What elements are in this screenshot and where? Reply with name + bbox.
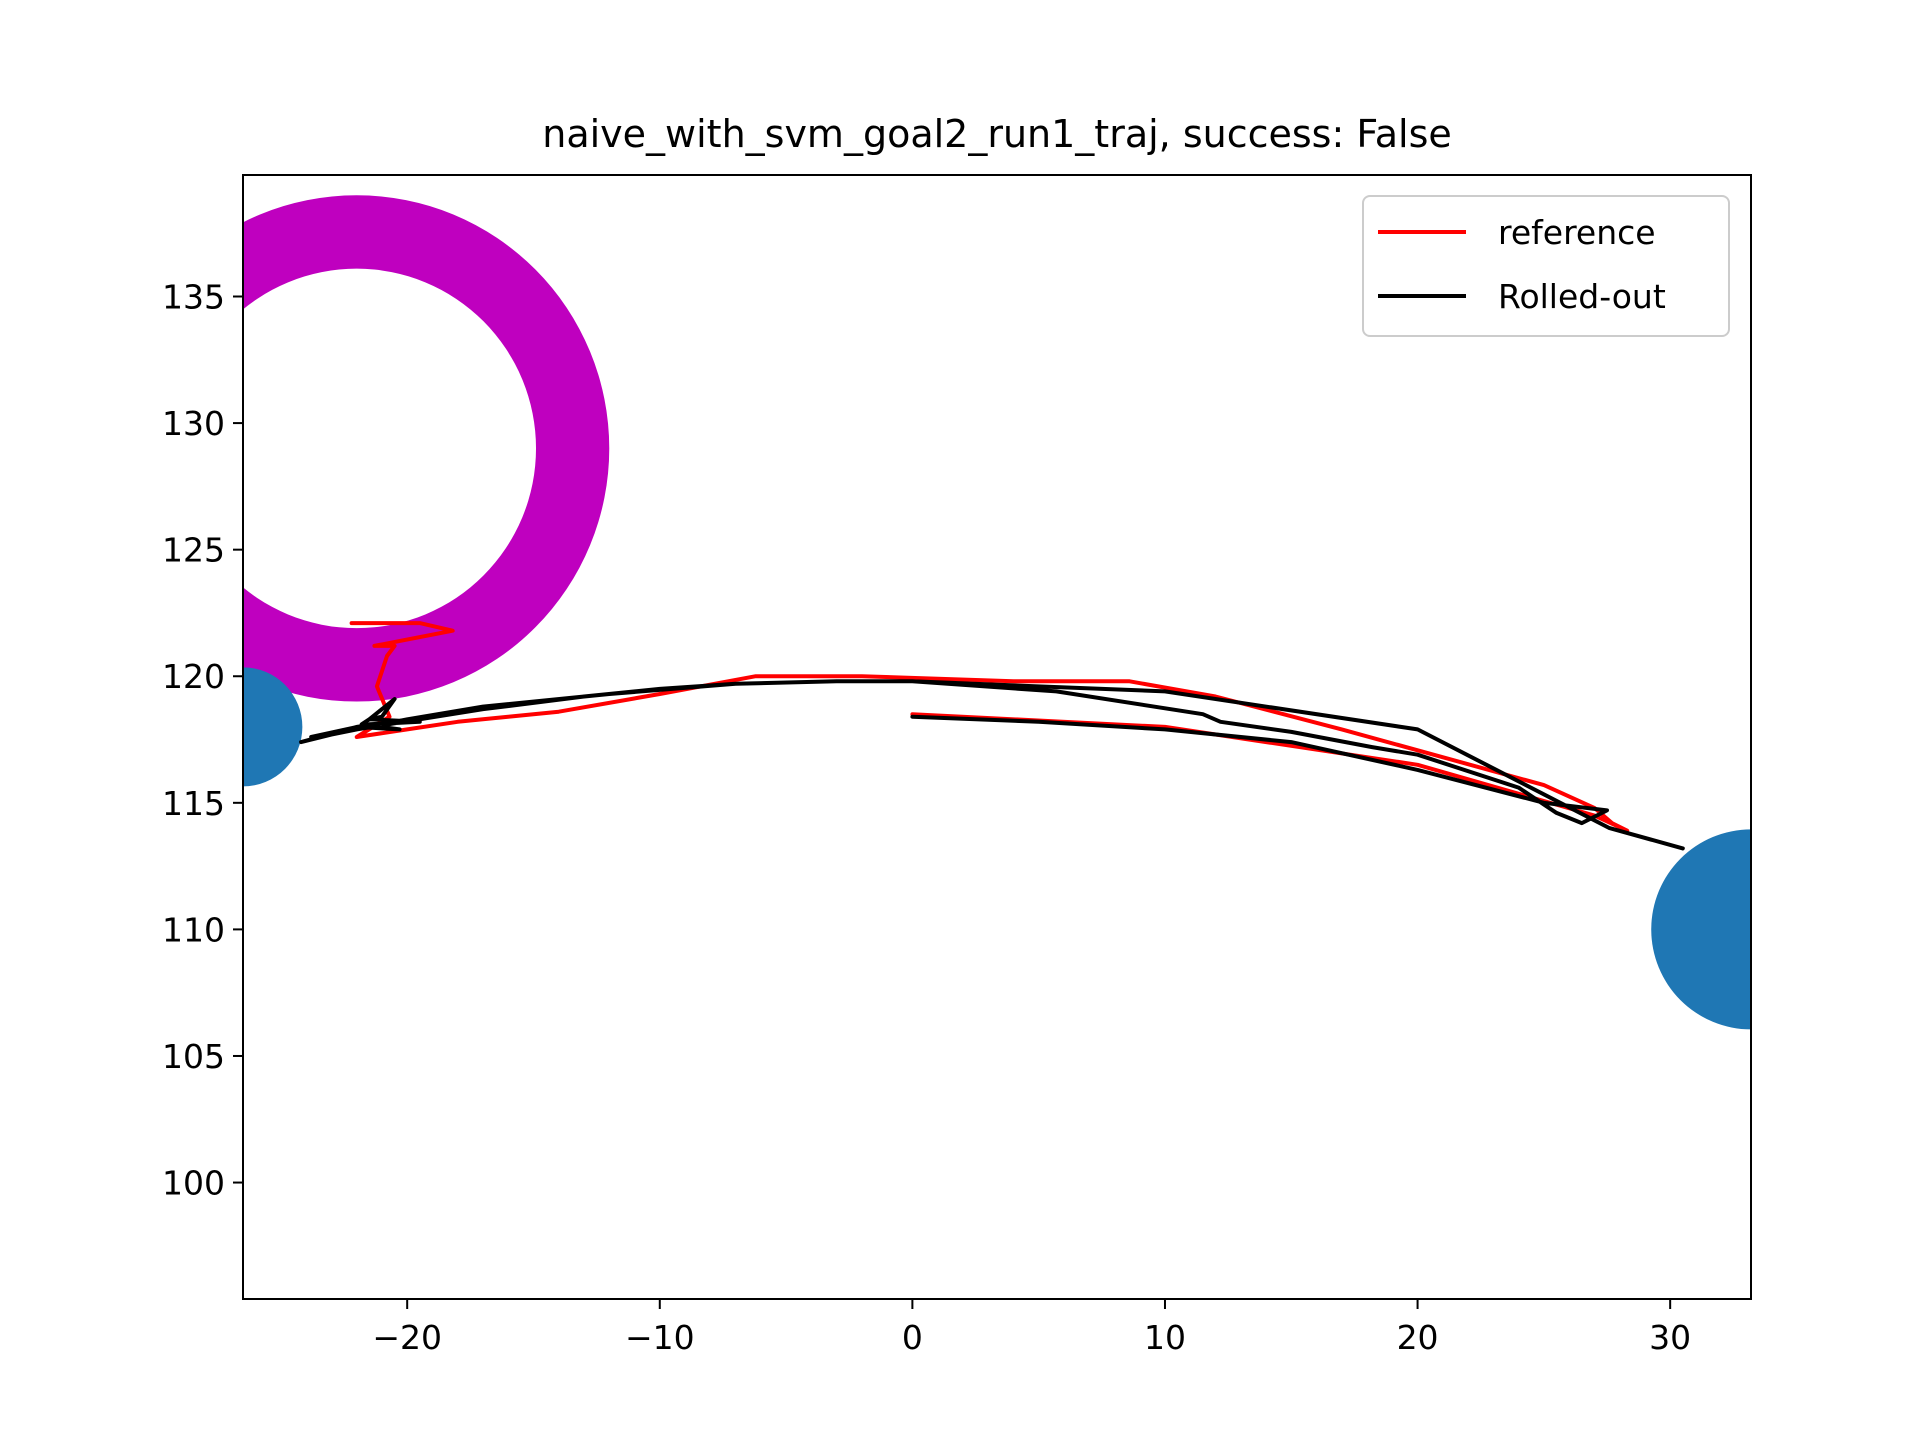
y-tick-label: 110 <box>162 910 225 949</box>
y-tick-label: 105 <box>162 1037 225 1076</box>
x-tick-label: −10 <box>625 1318 695 1357</box>
scene-shapes <box>243 195 1751 1030</box>
y-tick-label: 100 <box>162 1164 225 1203</box>
x-tick-label: −20 <box>372 1318 442 1357</box>
series-line-rolled-out <box>299 679 1685 851</box>
plot-area <box>243 175 1751 1299</box>
axis-ticks: −20 −10 0 10 20 30 100 105 110 115 120 125 130 135 <box>162 278 1691 1357</box>
legend: reference Rolled-out <box>1362 195 1730 337</box>
goal-circle-1 <box>1651 829 1751 1030</box>
chart-title: naive_with_svm_goal2_run1_traj, success:… <box>542 112 1452 156</box>
x-tick-label: 20 <box>1397 1318 1439 1357</box>
plot-frame <box>242 174 1752 1300</box>
goal-circle-0 <box>243 667 303 787</box>
x-tick-label: 10 <box>1144 1318 1186 1357</box>
y-tick-label: 135 <box>162 278 225 317</box>
series-lines <box>299 621 1685 851</box>
y-tick-label: 120 <box>162 657 225 696</box>
y-tick-label: 130 <box>162 404 225 443</box>
x-tick-label: 30 <box>1649 1318 1691 1357</box>
legend-label-rolled-out: Rolled-out <box>1498 277 1666 316</box>
x-tick-label: 0 <box>902 1318 923 1357</box>
y-tick-label: 115 <box>162 784 225 823</box>
legend-label-reference: reference <box>1498 213 1656 252</box>
y-tick-label: 125 <box>162 531 225 570</box>
obstacle-ring-0 <box>243 195 610 702</box>
